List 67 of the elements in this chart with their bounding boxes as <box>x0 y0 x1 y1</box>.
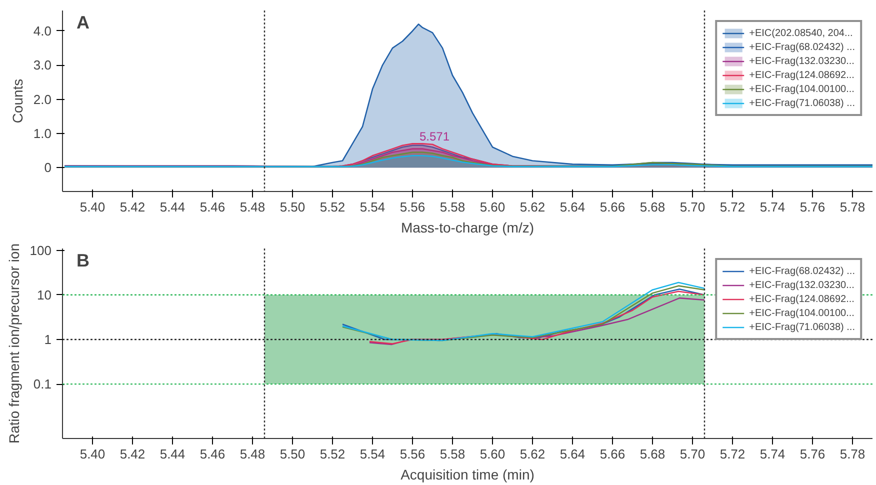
x-axis-title: Mass-to-charge (m/z) <box>400 220 534 236</box>
legend-label: +EIC-Frag(71.06038) ... <box>749 322 855 332</box>
x-tick-label: 5.70 <box>680 446 706 462</box>
chart-title: B <box>76 250 90 270</box>
y-tick-label: 0.1 <box>33 376 52 392</box>
x-tick-label: 5.44 <box>160 446 186 462</box>
x-tick-label: 5.40 <box>80 200 106 214</box>
x-tick-label: 5.54 <box>360 200 386 214</box>
y-tick-label: 3.0 <box>33 58 52 73</box>
x-tick-label: 5.66 <box>600 200 626 214</box>
y-tick-label: 1.0 <box>33 126 52 141</box>
legend-label: +EIC-Frag(71.06038) ... <box>749 98 855 108</box>
x-tick-label: 5.54 <box>360 446 386 462</box>
y-tick-label: 1 <box>44 332 52 347</box>
x-tick-label: 5.74 <box>760 446 786 462</box>
x-tick-label: 5.68 <box>640 446 666 462</box>
y-tick-label: 4.0 <box>33 23 52 38</box>
x-tick-label: 5.62 <box>520 200 546 214</box>
legend-label: +EIC-Frag(124.08692... <box>749 294 854 304</box>
x-tick-label: 5.70 <box>680 200 706 214</box>
x-tick-label: 5.64 <box>560 446 586 462</box>
x-tick-label: 5.64 <box>560 200 586 214</box>
y-tick-label: 100 <box>30 242 52 258</box>
x-tick-label: 5.72 <box>720 446 746 462</box>
x-tick-label: 5.58 <box>440 446 466 462</box>
x-tick-label: 5.56 <box>400 446 426 462</box>
legend-label: +EIC-Frag(104.00100... <box>749 84 854 94</box>
legend-label: +EIC-Frag(68.02432) ... <box>749 266 855 276</box>
legend-label: +EIC-Frag(104.00100... <box>749 308 854 318</box>
y-axis-title: Ratio fragment ion/precursor ion <box>6 243 22 444</box>
x-tick-label: 5.48 <box>240 200 266 214</box>
x-tick-label: 5.76 <box>800 200 826 214</box>
x-tick-label: 5.78 <box>840 446 866 462</box>
legend-label: +EIC-Frag(132.03230... <box>749 280 854 290</box>
x-tick-label: 5.68 <box>640 200 666 214</box>
x-axis-title: Acquisition time (min) <box>400 466 534 482</box>
legend-label: +EIC-Frag(124.08692... <box>749 70 854 80</box>
legend-label: +EIC-Frag(132.03230... <box>749 56 854 66</box>
x-tick-label: 5.46 <box>200 200 226 214</box>
annotation: 5.571 <box>419 130 450 144</box>
legend-label: +EIC(202.08540, 204... <box>749 28 853 38</box>
x-tick-label: 5.52 <box>320 446 346 462</box>
x-tick-label: 5.66 <box>600 446 626 462</box>
y-axis-title: Counts <box>9 78 26 124</box>
x-tick-label: 5.56 <box>400 200 426 214</box>
x-tick-label: 5.58 <box>440 200 466 214</box>
legend-label: +EIC-Frag(68.02432) ... <box>749 42 855 52</box>
x-tick-label: 5.74 <box>760 200 786 214</box>
y-tick-label: 0 <box>44 160 52 176</box>
y-tick-label: 10 <box>37 287 52 302</box>
x-tick-label: 5.48 <box>240 446 266 462</box>
y-tick-label: 2.0 <box>33 92 52 107</box>
x-tick-label: 5.42 <box>120 200 146 214</box>
x-tick-label: 5.62 <box>520 446 546 462</box>
x-tick-label: 5.40 <box>80 446 106 462</box>
x-tick-label: 5.72 <box>720 200 746 214</box>
x-tick-label: 5.60 <box>480 200 506 214</box>
chart-title: A <box>76 12 90 32</box>
x-tick-label: 5.60 <box>480 446 506 462</box>
x-tick-label: 5.46 <box>200 446 226 462</box>
x-tick-label: 5.52 <box>320 200 346 214</box>
x-tick-label: 5.44 <box>160 200 186 214</box>
x-tick-label: 5.50 <box>280 200 306 214</box>
x-tick-label: 5.42 <box>120 446 146 462</box>
x-tick-label: 5.76 <box>800 446 826 462</box>
x-tick-label: 5.50 <box>280 446 306 462</box>
x-tick-label: 5.78 <box>840 200 866 214</box>
